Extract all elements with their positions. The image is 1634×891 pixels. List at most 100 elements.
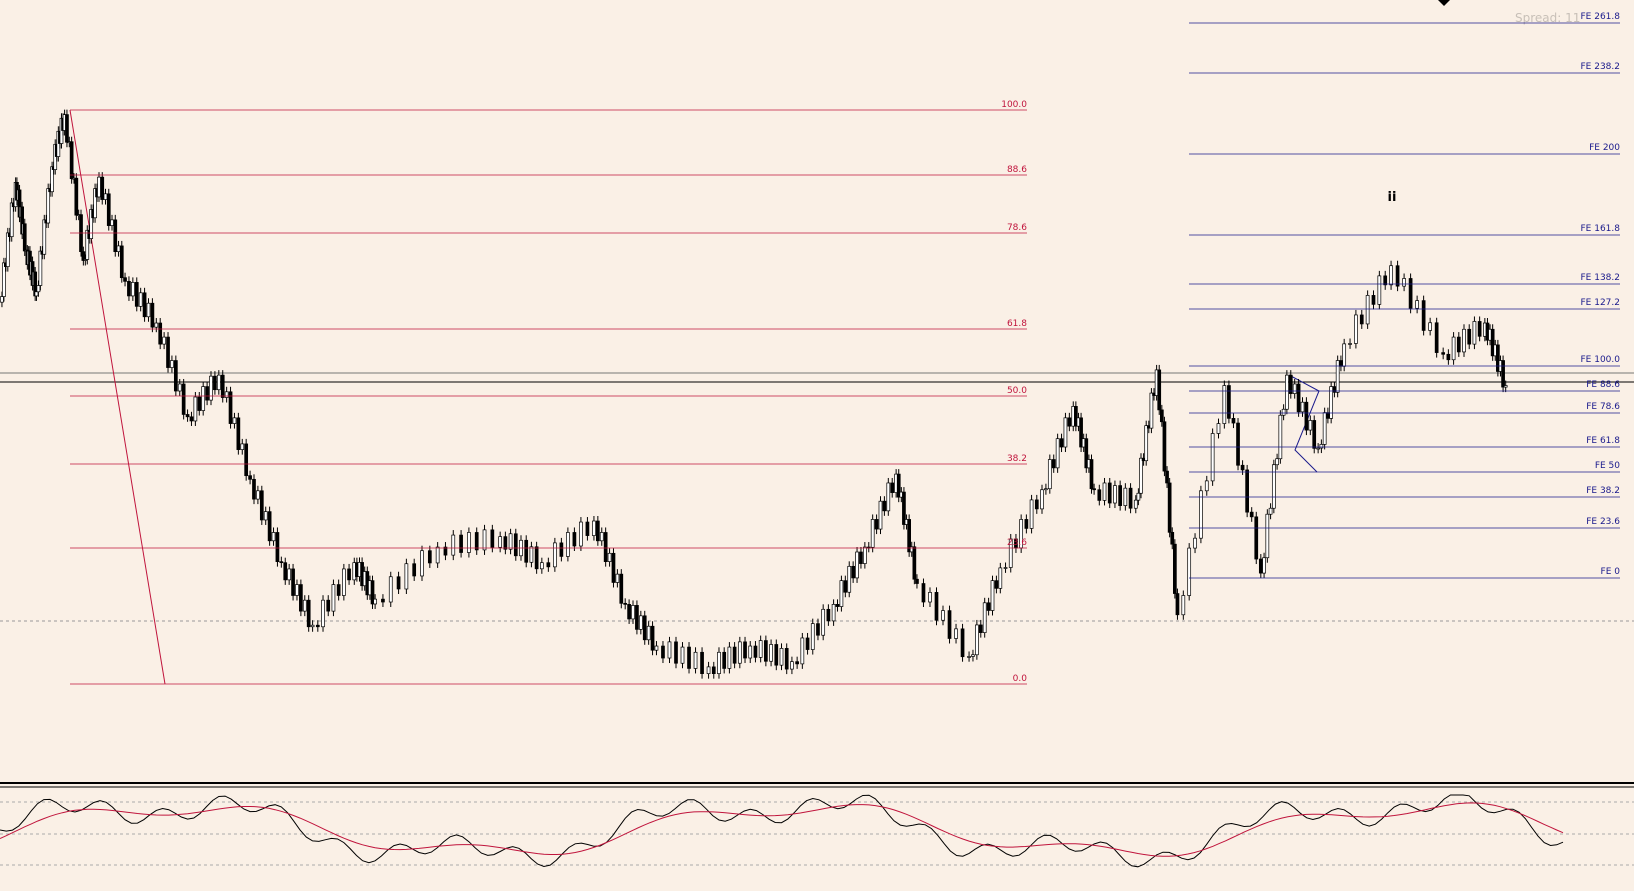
candle-body <box>331 584 336 612</box>
candle-body <box>654 645 659 651</box>
fe-level-label: FE 50 <box>1595 461 1620 471</box>
candle-body <box>1428 322 1432 331</box>
candle-body <box>451 534 456 556</box>
fib-level-label: 88.6 <box>1007 165 1027 175</box>
candle-body <box>534 546 539 570</box>
candle-body <box>1503 385 1508 388</box>
candle-body <box>732 646 737 664</box>
candle-body <box>790 661 794 670</box>
candle-body <box>1170 531 1175 545</box>
candle-body <box>193 396 198 422</box>
candle-body <box>1496 344 1500 372</box>
candle-body <box>607 552 612 562</box>
candle-body <box>748 645 753 659</box>
candle-body <box>373 598 377 605</box>
candle-body <box>816 623 820 636</box>
candle-body <box>1236 422 1240 466</box>
fe-level-label: FE 200 <box>1589 143 1620 153</box>
candle-body <box>404 563 409 590</box>
candle-body <box>874 519 879 530</box>
candle-body <box>420 550 424 577</box>
candle-body <box>1227 385 1231 419</box>
candle-body <box>886 482 891 512</box>
candle-body <box>737 641 742 664</box>
candle-body <box>650 625 655 651</box>
candle-body <box>1332 386 1337 393</box>
candle-body <box>603 532 608 562</box>
candle-body <box>110 219 114 226</box>
candle-body <box>388 576 393 603</box>
fe-level-label: FE 238.2 <box>1581 62 1621 72</box>
candle-body <box>1084 438 1089 469</box>
candle-body <box>1415 300 1419 309</box>
candle-body <box>1316 447 1320 450</box>
candle-body <box>34 291 39 297</box>
fib-level-label: 78.6 <box>1007 223 1027 233</box>
candle-body <box>1055 438 1060 469</box>
candle-body <box>717 651 721 675</box>
candle-body <box>279 561 284 564</box>
candle-body <box>347 568 351 581</box>
candle-body <box>559 542 564 557</box>
candle-body <box>1107 482 1112 504</box>
candle-body <box>1456 336 1461 353</box>
candle-body <box>1249 511 1254 518</box>
candle-body <box>592 520 596 536</box>
candle-body <box>826 608 831 622</box>
candle-body <box>611 552 616 583</box>
candle-body <box>1199 490 1203 539</box>
candle-body <box>158 322 163 345</box>
candle-body <box>1079 417 1083 448</box>
candle-body <box>1288 374 1293 394</box>
candle-body <box>805 637 810 650</box>
candle-body <box>1285 374 1289 410</box>
candle-body <box>839 580 844 607</box>
candle-body <box>1162 421 1167 472</box>
candle-body <box>1490 328 1495 357</box>
fe-level-label: FE 38.2 <box>1586 486 1620 496</box>
candle-body <box>263 511 268 521</box>
candle-body <box>843 580 848 593</box>
candle-body <box>1441 352 1446 355</box>
candle-body <box>1359 314 1364 325</box>
candle-body <box>954 628 958 639</box>
candle-body <box>878 500 883 530</box>
candle-body <box>1040 489 1044 510</box>
candle-body <box>1296 383 1301 413</box>
candle-body <box>1462 328 1466 353</box>
candle-body <box>232 417 237 424</box>
candle-body <box>113 219 118 252</box>
candle-body <box>1371 295 1376 305</box>
candle-body <box>1434 322 1439 353</box>
candle-body <box>1144 425 1149 462</box>
candle-body <box>847 565 852 593</box>
candle-body <box>490 529 495 548</box>
candle-body <box>252 478 256 500</box>
candle-body <box>131 282 135 297</box>
candle-body <box>1029 499 1034 529</box>
fe-level-label: FE 138.2 <box>1581 273 1621 283</box>
candle-body <box>244 443 249 477</box>
candle-body <box>42 219 47 255</box>
fe-level-label: FE 127.2 <box>1581 298 1621 308</box>
candle-body <box>774 644 779 666</box>
candle-body <box>1181 595 1186 616</box>
candle-body <box>209 375 213 401</box>
candle-body <box>998 567 1003 589</box>
fe-level-label: FE 0 <box>1601 567 1621 577</box>
candle-body <box>197 396 202 411</box>
candle-body <box>1044 488 1048 491</box>
candle-body <box>635 605 639 630</box>
candle-body <box>693 651 698 669</box>
candle-body <box>256 490 260 500</box>
fib-level-label: 0.0 <box>1013 674 1028 684</box>
candle-body <box>93 188 97 219</box>
candle-body <box>1408 278 1413 309</box>
candle-body <box>1139 457 1143 494</box>
fib-level-label: 38.2 <box>1007 454 1027 464</box>
candle-body <box>1268 507 1273 515</box>
candle-body <box>1377 275 1382 305</box>
candle-body <box>967 656 971 658</box>
candle-body <box>706 666 711 675</box>
